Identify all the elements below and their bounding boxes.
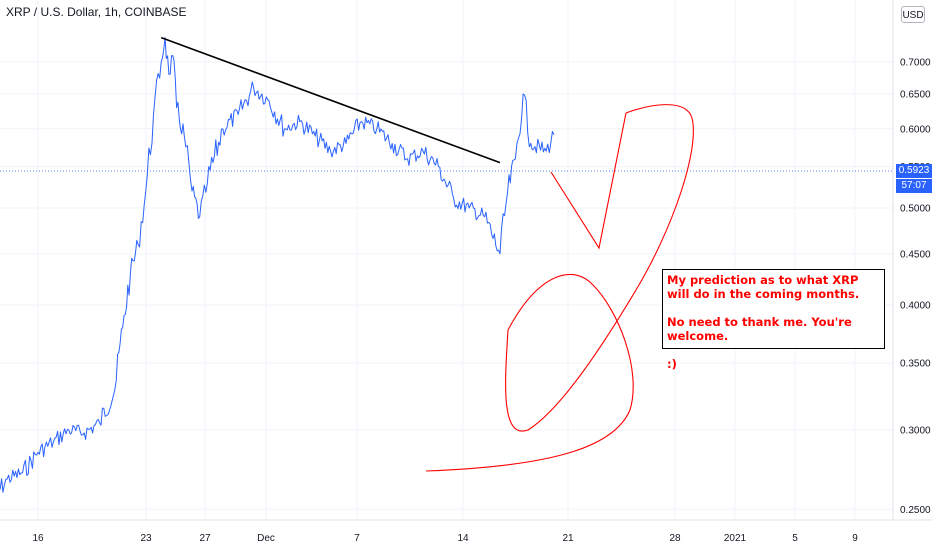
- price-tick-label: 0.4000: [900, 301, 931, 312]
- price-tick-label: 0.6000: [900, 124, 931, 135]
- price-tick-label: 0.3500: [900, 359, 931, 370]
- price-tick-label: 0.6500: [900, 90, 931, 101]
- note-line-1: My prediction as to what XRP will do in …: [667, 273, 860, 301]
- time-tick-label: 28: [669, 533, 681, 544]
- time-tick-label: 16: [32, 533, 44, 544]
- time-tick-label: 27: [199, 533, 211, 544]
- price-tick-label: 0.7000: [900, 57, 931, 68]
- countdown-tag: 57:07: [896, 179, 932, 193]
- prediction-drop-stroke: [550, 112, 627, 250]
- time-tick-label: Dec: [257, 533, 275, 544]
- axes: [0, 0, 932, 521]
- price-series-line: [0, 37, 555, 493]
- price-tick-label: 0.3000: [900, 426, 931, 437]
- prediction-note: My prediction as to what XRP will do in …: [662, 269, 885, 371]
- price-tick-label: 0.4500: [900, 249, 931, 260]
- time-tick-label: 21: [562, 533, 574, 544]
- time-tick-label: 5: [792, 533, 798, 544]
- time-tick-label: 9: [852, 533, 858, 544]
- prediction-drawing: [425, 104, 694, 472]
- time-tick-label: 23: [140, 533, 152, 544]
- time-tick-label: 14: [457, 533, 469, 544]
- trendline: [160, 36, 501, 164]
- price-tick-label: 0.5000: [900, 204, 931, 215]
- time-tick-label: 2021: [724, 533, 747, 544]
- time-axis-labels: 16 23 27 Dec 7 14 21 28 2021 5 9: [32, 533, 858, 544]
- price-tick-label: 0.2500: [900, 505, 931, 516]
- prediction-big-loop: [425, 104, 694, 472]
- note-line-2: No need to thank me. You're welcome.: [667, 315, 852, 343]
- price-axis-labels: 0.70000.65000.60000.55000.50000.45000.40…: [900, 57, 931, 515]
- grid-lines: [0, 0, 893, 520]
- symbol-title: XRP / U.S. Dollar, 1h, COINBASE: [6, 5, 187, 19]
- currency-button[interactable]: USD: [901, 6, 925, 23]
- time-tick-label: 7: [354, 533, 360, 544]
- note-line-3: :): [667, 357, 677, 371]
- last-price-tag: 0.5923: [896, 164, 932, 178]
